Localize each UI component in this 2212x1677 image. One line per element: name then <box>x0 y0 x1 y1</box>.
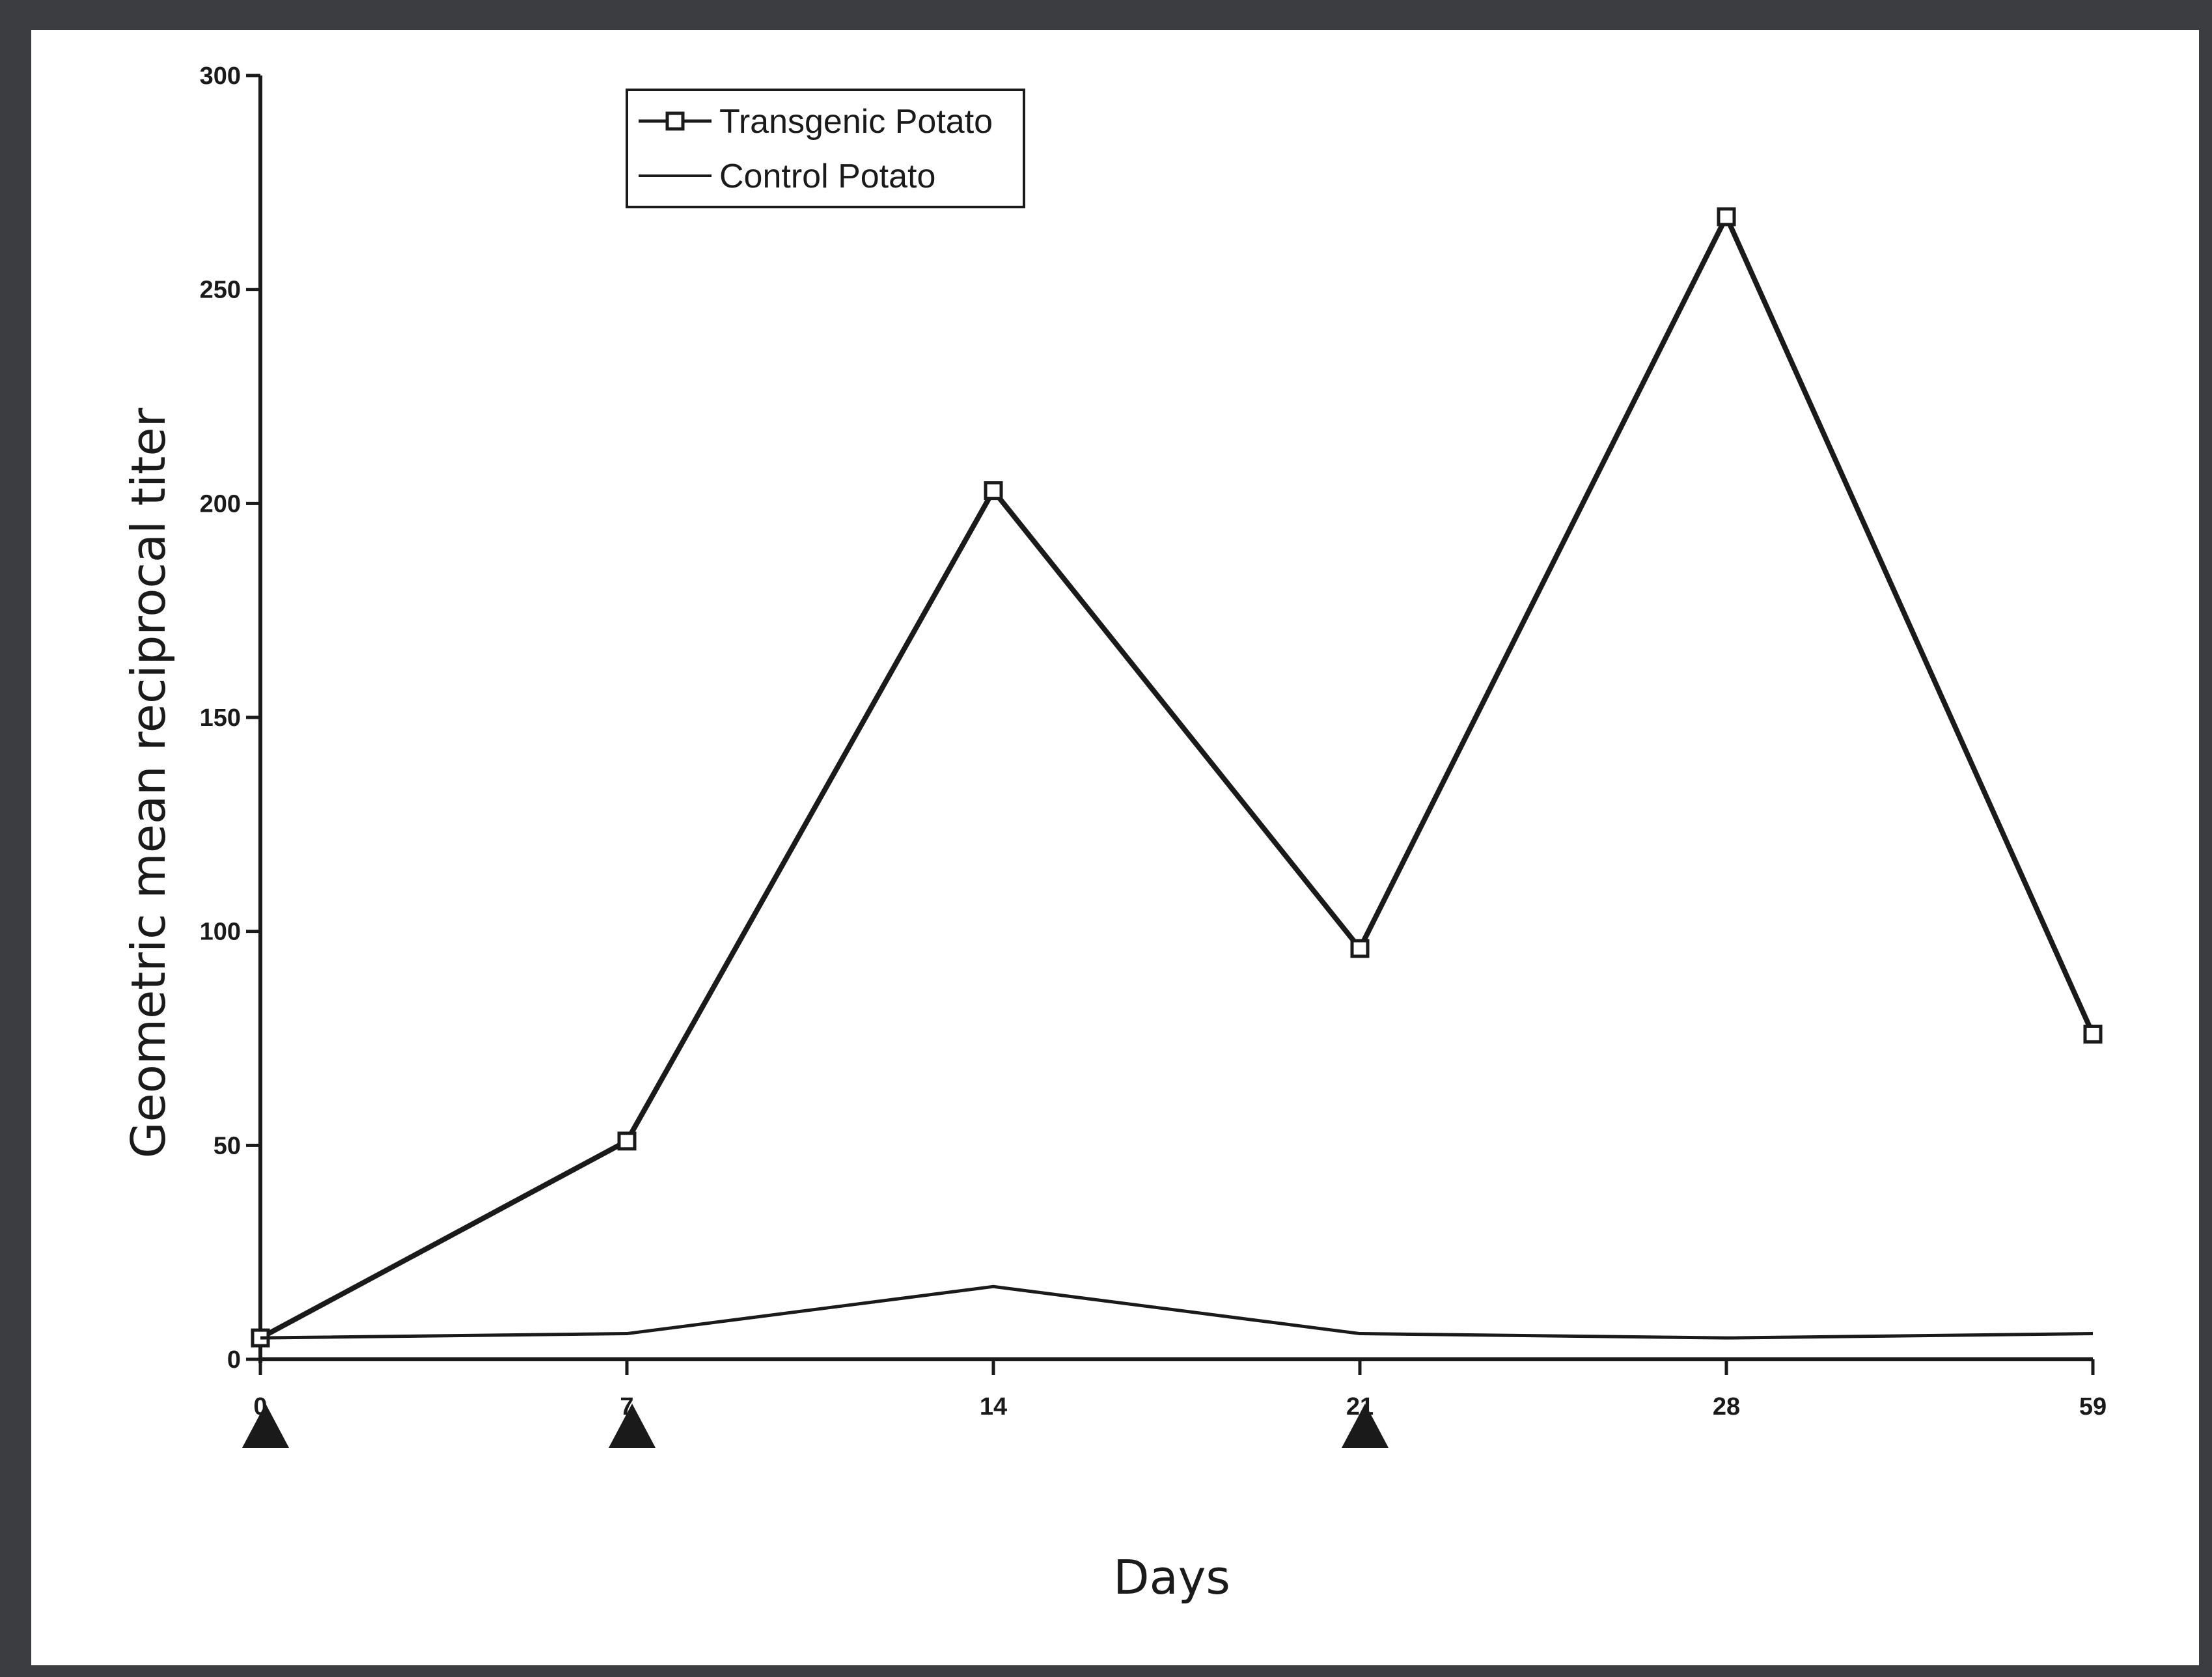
transgenic-data-point <box>1717 207 1736 227</box>
chart-frame: 0 50 100 150 200 250 300 0 7 14 21 28 59 Transgenic … <box>31 30 2199 1665</box>
legend-swatch-marker <box>665 111 685 131</box>
y-tick-label: 150 <box>200 704 241 732</box>
dose-markers <box>242 1404 1389 1448</box>
y-tick-label: 100 <box>200 919 241 946</box>
dose-triangle <box>1342 1404 1389 1448</box>
y-tick-label: 250 <box>200 277 241 304</box>
legend-label-control: Control Potato <box>719 158 935 195</box>
y-tick-label: 200 <box>200 490 241 518</box>
y-axis-title: Geometric mean reciprocal titer <box>121 408 176 1158</box>
x-tick-label: 59 <box>2079 1393 2107 1421</box>
legend-label-transgenic: Transgenic Potato <box>719 103 993 141</box>
transgenic-data-point <box>984 481 1003 501</box>
series-group <box>251 207 2103 1348</box>
dose-triangle <box>242 1404 289 1448</box>
x-axis-title: Days <box>1113 1550 1230 1605</box>
transgenic-data-point <box>2083 1024 2103 1044</box>
y-tick-label: 0 <box>227 1346 241 1374</box>
dose-triangle <box>609 1404 656 1448</box>
legend: Transgenic Potato Control Potato <box>626 89 1025 208</box>
legend-box <box>626 89 1025 208</box>
transgenic-data-point <box>617 1131 637 1151</box>
transgenic-data-point <box>1350 939 1370 958</box>
x-tick-label: 28 <box>1713 1393 1740 1421</box>
control-potato-line <box>260 1284 2094 1340</box>
x-tick-label: 14 <box>980 1393 1007 1421</box>
y-tick-label: 300 <box>200 62 241 90</box>
transgenic-potato-line <box>259 210 2095 1340</box>
y-tick-label: 50 <box>214 1132 241 1159</box>
